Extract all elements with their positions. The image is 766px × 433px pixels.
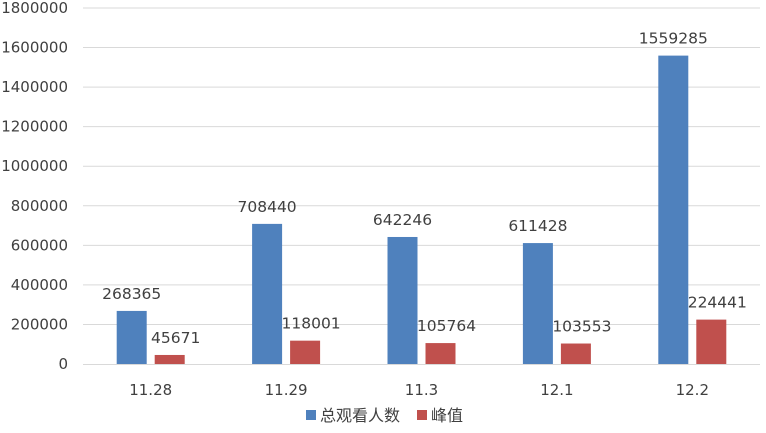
data-label: 45671 xyxy=(151,329,200,347)
data-label: 642246 xyxy=(373,211,432,229)
bars xyxy=(116,55,727,364)
y-tick-label: 1600000 xyxy=(1,39,68,57)
x-tick-label: 11.3 xyxy=(405,381,438,399)
bar-peak-11.3 xyxy=(425,343,456,364)
legend-swatch-peak xyxy=(417,410,427,420)
y-tick-label: 400000 xyxy=(11,276,68,294)
y-tick-label: 1400000 xyxy=(1,78,68,96)
data-label: 118001 xyxy=(282,315,341,333)
x-tick-label: 12.2 xyxy=(676,381,709,399)
bar-peak-12.2 xyxy=(696,319,727,364)
bar-total-viewers-11.29 xyxy=(252,223,283,364)
data-label: 103553 xyxy=(552,318,611,336)
y-tick-label: 600000 xyxy=(11,236,68,254)
x-axis: 11.28 11.29 11.3 12.1 12.2 xyxy=(83,364,760,399)
x-tick-label: 12.1 xyxy=(540,381,573,399)
y-tick-label: 200000 xyxy=(11,315,68,333)
x-tick-label: 11.29 xyxy=(265,381,308,399)
bar-peak-11.28 xyxy=(154,354,185,364)
gridlines xyxy=(83,7,760,325)
data-labels: 268365 45671 708440 118001 642246 105764 61142… xyxy=(102,30,747,347)
data-label: 268365 xyxy=(102,285,161,303)
x-tick-label: 11.28 xyxy=(129,381,172,399)
y-tick-label: 1000000 xyxy=(1,157,68,175)
legend: 总观看人数 峰值 xyxy=(306,406,463,425)
bar-total-viewers-11.28 xyxy=(116,310,147,364)
y-axis: 0 200000 400000 600000 800000 1000000 1200000 1… xyxy=(1,0,68,373)
bar-peak-12.1 xyxy=(560,343,591,364)
y-tick-label: 800000 xyxy=(11,197,68,215)
legend-label: 峰值 xyxy=(431,406,463,425)
data-label: 1559285 xyxy=(639,30,708,48)
bar-total-viewers-11.3 xyxy=(387,236,418,364)
data-label: 105764 xyxy=(417,317,476,335)
data-label: 611428 xyxy=(508,217,567,235)
data-label: 708440 xyxy=(238,198,297,216)
bar-peak-11.29 xyxy=(290,340,321,364)
y-tick-label: 1800000 xyxy=(1,0,68,17)
bar-total-viewers-12.2 xyxy=(658,55,689,364)
y-tick-label: 1200000 xyxy=(1,118,68,136)
bar-total-viewers-12.1 xyxy=(522,243,553,364)
legend-label: 总观看人数 xyxy=(320,406,400,425)
data-label: 224441 xyxy=(688,294,747,312)
legend-swatch-total-viewers xyxy=(306,410,316,420)
y-tick-label: 0 xyxy=(58,355,68,373)
